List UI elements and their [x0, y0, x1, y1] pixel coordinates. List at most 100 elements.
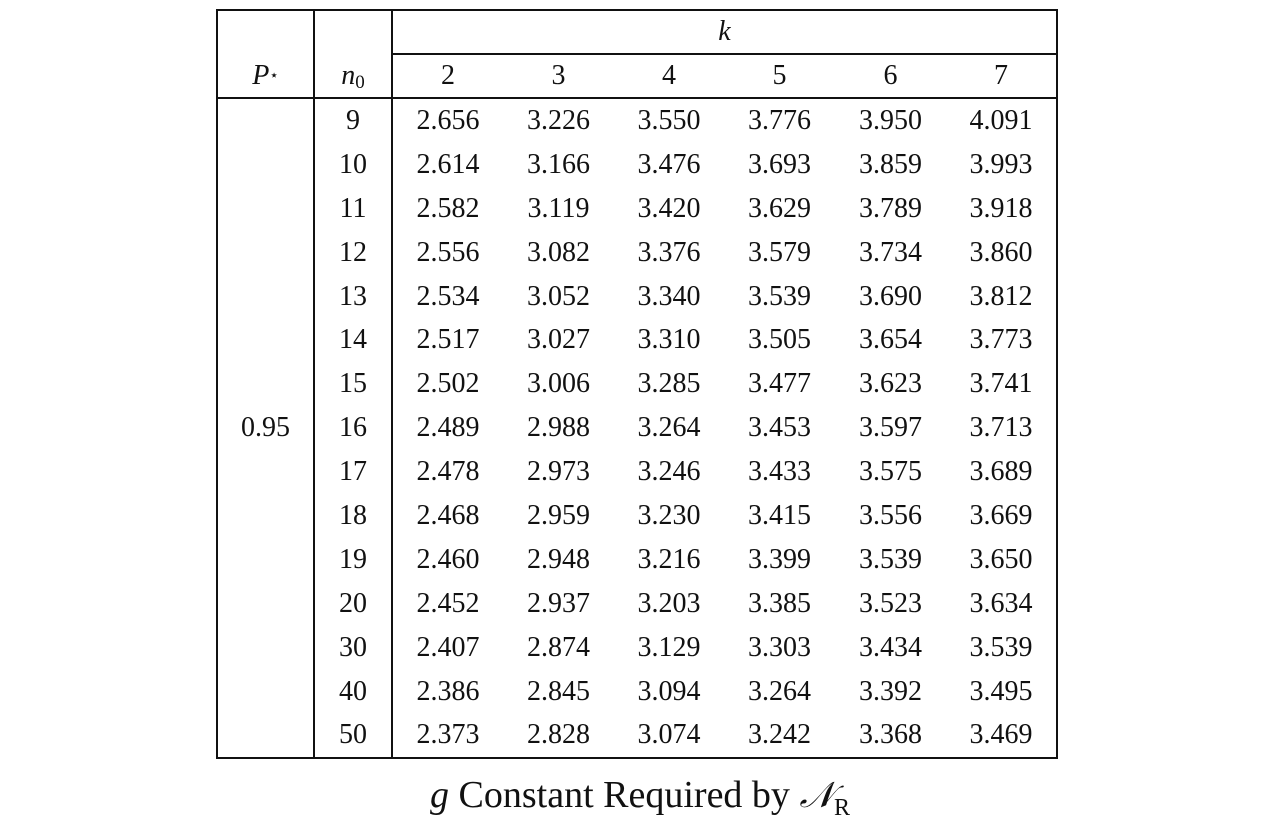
n0-cell: 20 — [314, 581, 393, 626]
table-row: 13 2.534 3.052 3.340 3.539 3.690 3.812 — [217, 274, 1058, 319]
table-row: 18 2.468 2.959 3.230 3.415 3.556 3.669 — [217, 494, 1058, 538]
header-k-4: 4 — [614, 54, 724, 99]
value-cell: 3.476 — [637, 148, 701, 180]
value-cell: 3.650 — [946, 537, 1058, 582]
n0-cell: 9 — [314, 98, 393, 143]
header-p-star-mark: ⋆ — [269, 67, 279, 84]
value-cell: 3.523 — [859, 587, 922, 619]
value-cell: 3.689 — [946, 450, 1058, 495]
n0-cell: 30 — [314, 625, 393, 670]
caption-n-subscript: R — [833, 795, 850, 821]
value-cell: 3.285 — [637, 368, 701, 400]
value-cell: 2.517 — [416, 324, 480, 356]
value-cell: 3.713 — [946, 406, 1058, 451]
value-cell: 3.469 — [946, 713, 1058, 760]
value-cell: 3.166 — [527, 148, 590, 180]
value-cell: 3.230 — [637, 499, 701, 531]
value-cell: 2.874 — [527, 631, 590, 663]
p-star-value: 0.95 — [216, 98, 315, 760]
value-cell: 3.950 — [859, 104, 922, 136]
value-cell: 3.453 — [748, 412, 811, 444]
n0-cell: 17 — [314, 450, 393, 495]
value-cell: 2.828 — [503, 713, 614, 760]
value-cell: 3.119 — [527, 192, 590, 224]
value-cell: 3.789 — [859, 192, 922, 224]
n0-cell: 14 — [314, 318, 393, 363]
value-cell: 3.579 — [748, 236, 811, 268]
table-row: 14 2.517 3.027 3.310 3.505 3.654 3.773 — [217, 318, 1058, 363]
value-cell: 3.433 — [748, 456, 811, 488]
header-blank-p — [216, 9, 315, 54]
header-k-3: 3 — [503, 54, 614, 99]
table-row: 20 2.452 2.937 3.203 3.385 3.523 3.634 — [217, 581, 1058, 626]
value-cell: 3.993 — [946, 142, 1058, 187]
value-cell: 2.452 — [416, 587, 480, 619]
value-cell: 2.988 — [527, 412, 590, 444]
value-cell: 2.556 — [416, 236, 480, 268]
value-cell: 3.741 — [946, 362, 1058, 407]
header-n-letter: n — [341, 59, 356, 91]
value-cell: 3.082 — [527, 236, 590, 268]
n0-cell: 18 — [314, 494, 393, 538]
table-row: 11 2.582 3.119 3.420 3.629 3.789 3.918 — [217, 186, 1058, 231]
caption-g: g — [430, 774, 450, 816]
value-cell: 3.264 — [748, 675, 811, 707]
value-cell: 3.477 — [748, 368, 811, 400]
value-cell: 3.693 — [748, 148, 811, 180]
value-cell: 2.373 — [392, 713, 503, 760]
table-row: 30 2.407 2.874 3.129 3.303 3.434 3.539 — [217, 625, 1058, 670]
value-cell: 3.556 — [859, 499, 922, 531]
value-cell: 3.242 — [724, 713, 835, 760]
value-cell: 3.539 — [748, 280, 811, 312]
value-cell: 3.385 — [748, 587, 811, 619]
header-p-letter: P — [252, 59, 270, 91]
value-cell: 3.420 — [637, 192, 701, 224]
value-cell: 3.340 — [637, 280, 701, 312]
value-cell: 3.203 — [637, 587, 701, 619]
value-cell: 3.812 — [946, 274, 1058, 319]
table-row: 17 2.478 2.973 3.246 3.433 3.575 3.689 — [217, 450, 1058, 495]
value-cell: 3.303 — [748, 631, 811, 663]
value-cell: 3.623 — [859, 368, 922, 400]
table-body: 0.95 9 2.656 3.226 3.550 3.776 3.950 4.091 10 2.6… — [216, 98, 1058, 760]
value-cell: 2.582 — [416, 192, 480, 224]
header-k-5: 5 — [724, 54, 835, 99]
table-row: 15 2.502 3.006 3.285 3.477 3.623 3.741 — [217, 362, 1058, 407]
value-cell: 2.407 — [416, 631, 480, 663]
value-cell: 3.399 — [748, 543, 811, 575]
value-cell: 3.392 — [859, 675, 922, 707]
header-k: k — [392, 9, 1058, 55]
caption-text: Constant Required by — [449, 774, 800, 816]
value-cell: 3.129 — [637, 631, 701, 663]
value-cell: 3.216 — [637, 543, 701, 575]
value-cell: 3.575 — [859, 456, 922, 488]
value-cell: 3.264 — [637, 412, 701, 444]
value-cell: 3.074 — [614, 713, 724, 760]
value-cell: 4.091 — [946, 98, 1058, 143]
n0-cell: 10 — [314, 142, 393, 187]
header-k-6: 6 — [835, 54, 946, 99]
header-n-subscript: 0 — [355, 71, 365, 93]
header-k-2: 2 — [392, 54, 503, 99]
value-cell: 2.502 — [416, 368, 480, 400]
value-cell: 3.310 — [637, 324, 701, 356]
header-blank-n — [314, 9, 393, 54]
header-n0: n0 — [314, 54, 393, 99]
table-row: 40 2.386 2.845 3.094 3.264 3.392 3.495 — [217, 669, 1058, 714]
value-cell: 3.773 — [946, 318, 1058, 363]
value-cell: 3.734 — [859, 236, 922, 268]
n0-cell: 13 — [314, 274, 393, 319]
n0-cell: 15 — [314, 362, 393, 407]
value-cell: 3.415 — [748, 499, 811, 531]
value-cell: 3.859 — [859, 148, 922, 180]
value-cell: 2.845 — [527, 675, 590, 707]
value-cell: 2.948 — [527, 543, 590, 575]
value-cell: 3.654 — [859, 324, 922, 356]
value-cell: 3.006 — [527, 368, 590, 400]
table-caption: g Constant Required by 𝒩R — [0, 770, 1280, 825]
n0-cell: 11 — [314, 186, 393, 231]
value-cell: 3.434 — [859, 631, 922, 663]
value-cell: 3.776 — [748, 104, 811, 136]
